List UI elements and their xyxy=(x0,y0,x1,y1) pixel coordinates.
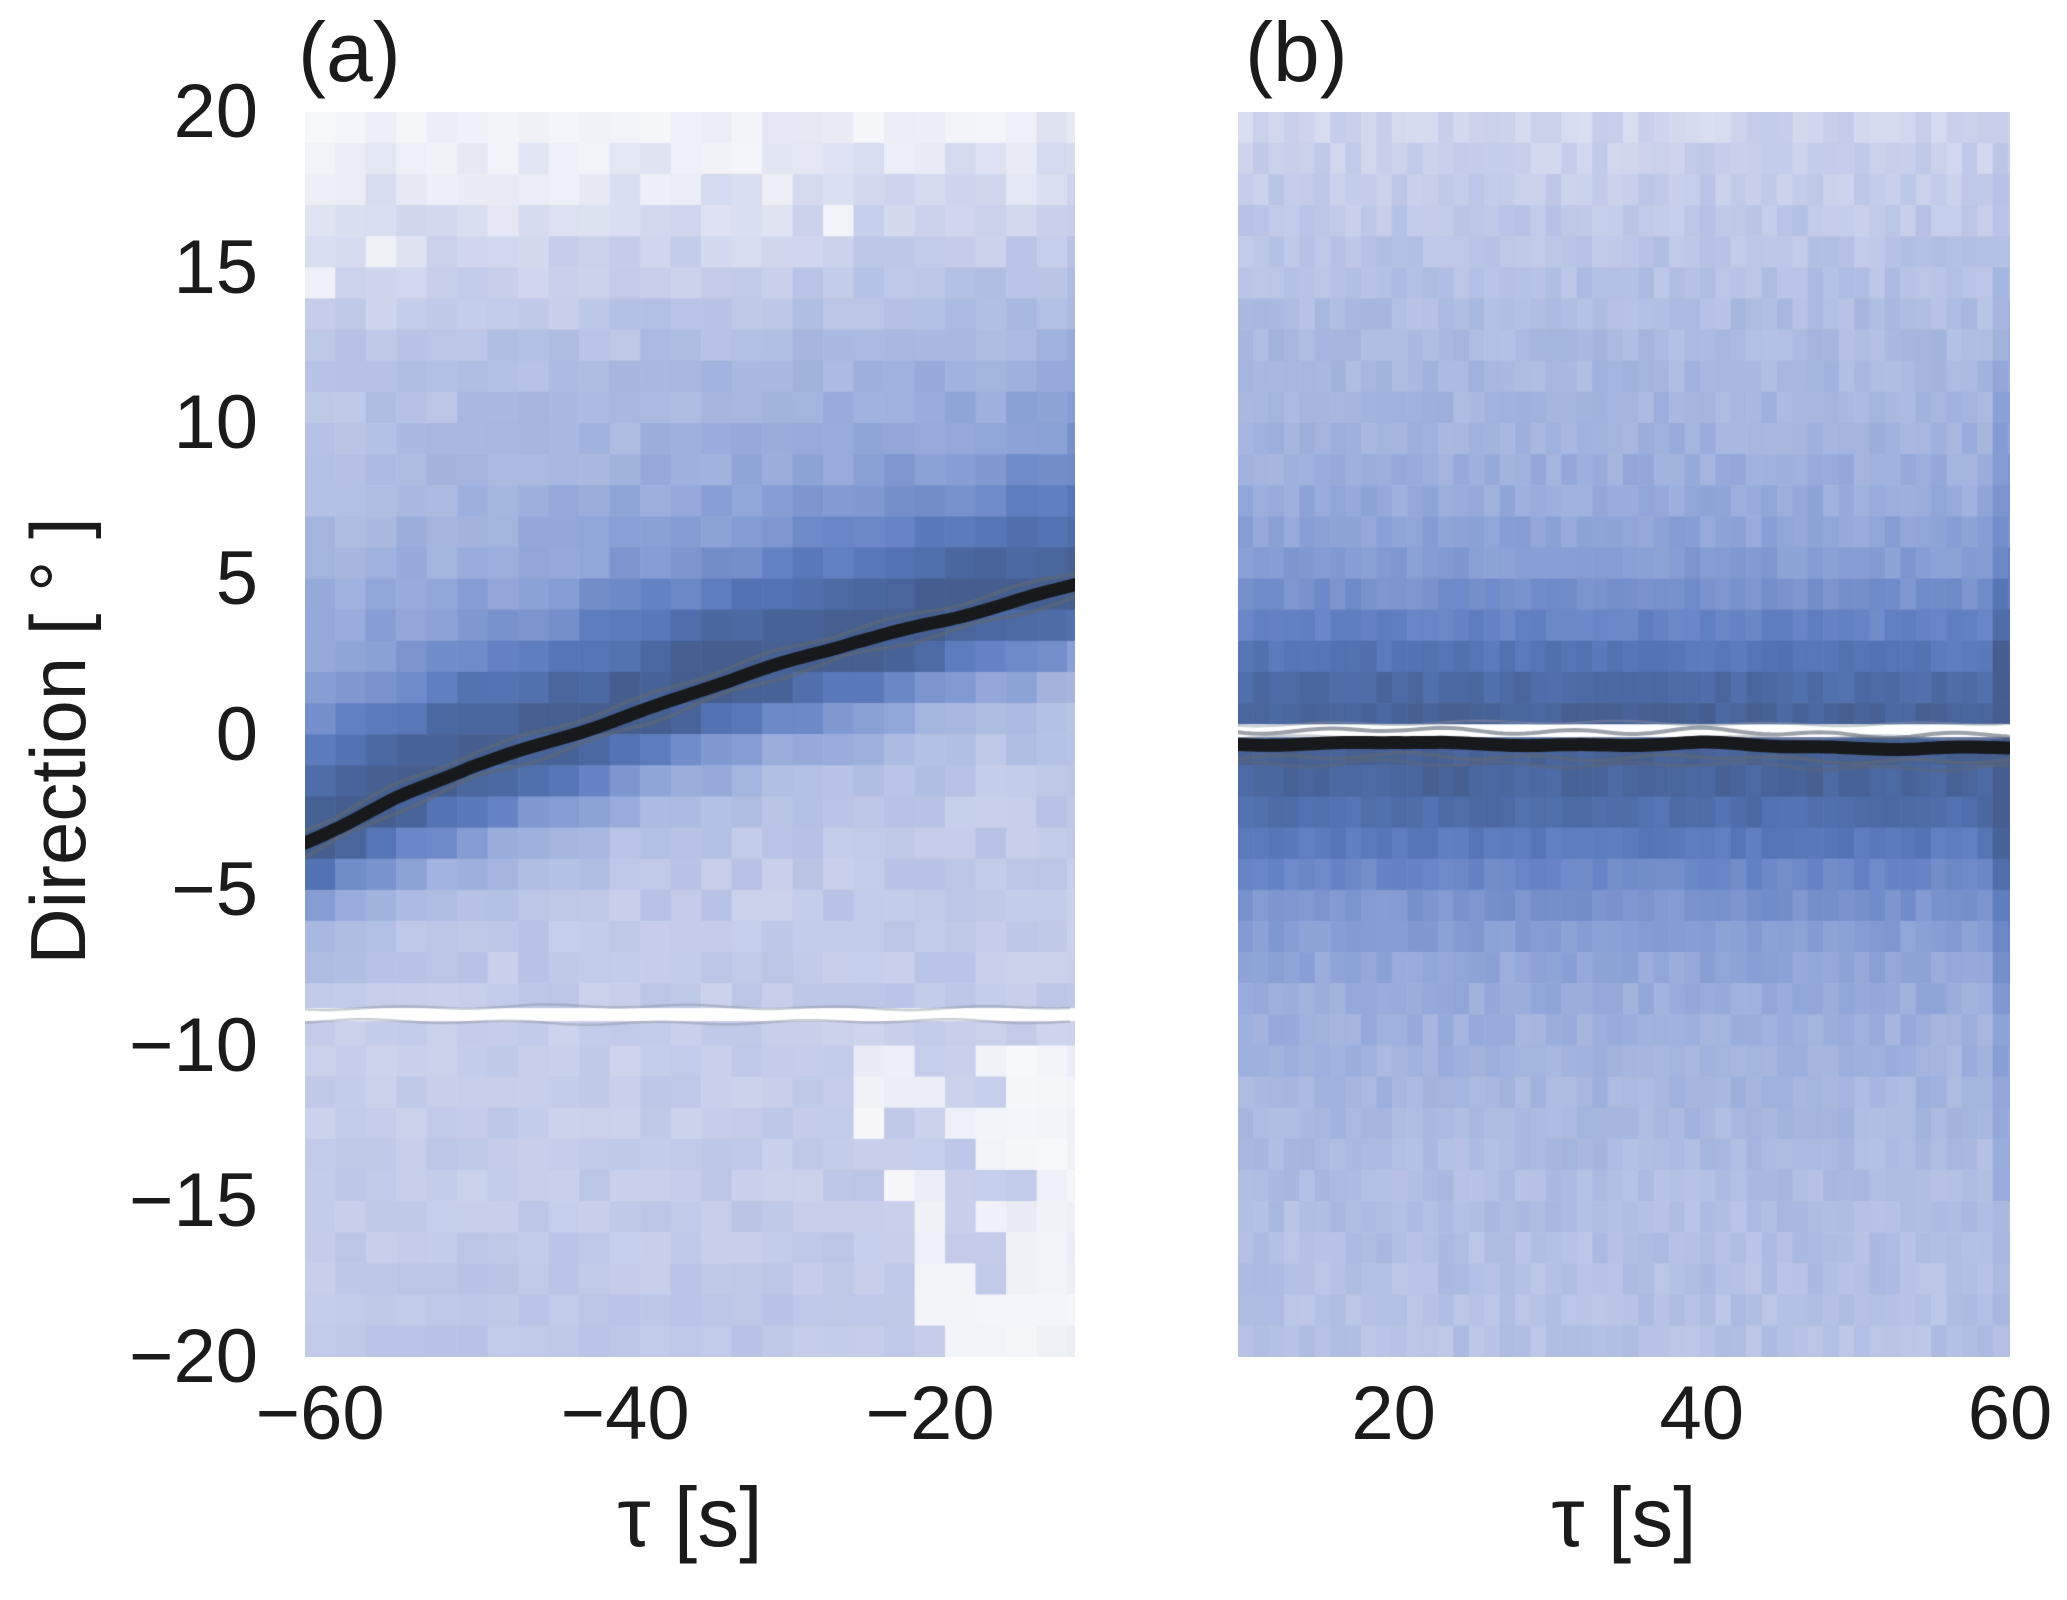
panel-a-heatmap xyxy=(305,112,1075,1357)
x-tick-label: 40 xyxy=(1659,1371,1745,1456)
panel-b-heatmap xyxy=(1238,112,2010,1357)
y-tick-label: 10 xyxy=(173,380,258,466)
panel-b-x-label: τ [s] xyxy=(1551,1470,1697,1564)
panel-a-x-label: τ [s] xyxy=(617,1470,763,1564)
x-tick-label: 60 xyxy=(1967,1371,2053,1456)
x-tick-label: −60 xyxy=(255,1371,385,1456)
panel-b-title: (b) xyxy=(1245,5,1348,99)
y-tick-label: −5 xyxy=(171,847,258,933)
y-tick-label: −20 xyxy=(129,1314,258,1399)
y-tick-label: −10 xyxy=(129,1002,258,1088)
x-tick-label: 20 xyxy=(1351,1371,1436,1456)
y-tick-label: 5 xyxy=(215,535,258,621)
x-tick-label: −20 xyxy=(865,1371,995,1456)
y-tick-label: 20 xyxy=(173,69,258,154)
y-tick-label: 15 xyxy=(173,224,258,310)
x-tick-label: −40 xyxy=(560,1371,690,1456)
panel-a-title: (a) xyxy=(298,5,401,99)
y-tick-label: 0 xyxy=(215,691,258,777)
y-tick-label: −15 xyxy=(129,1158,258,1244)
